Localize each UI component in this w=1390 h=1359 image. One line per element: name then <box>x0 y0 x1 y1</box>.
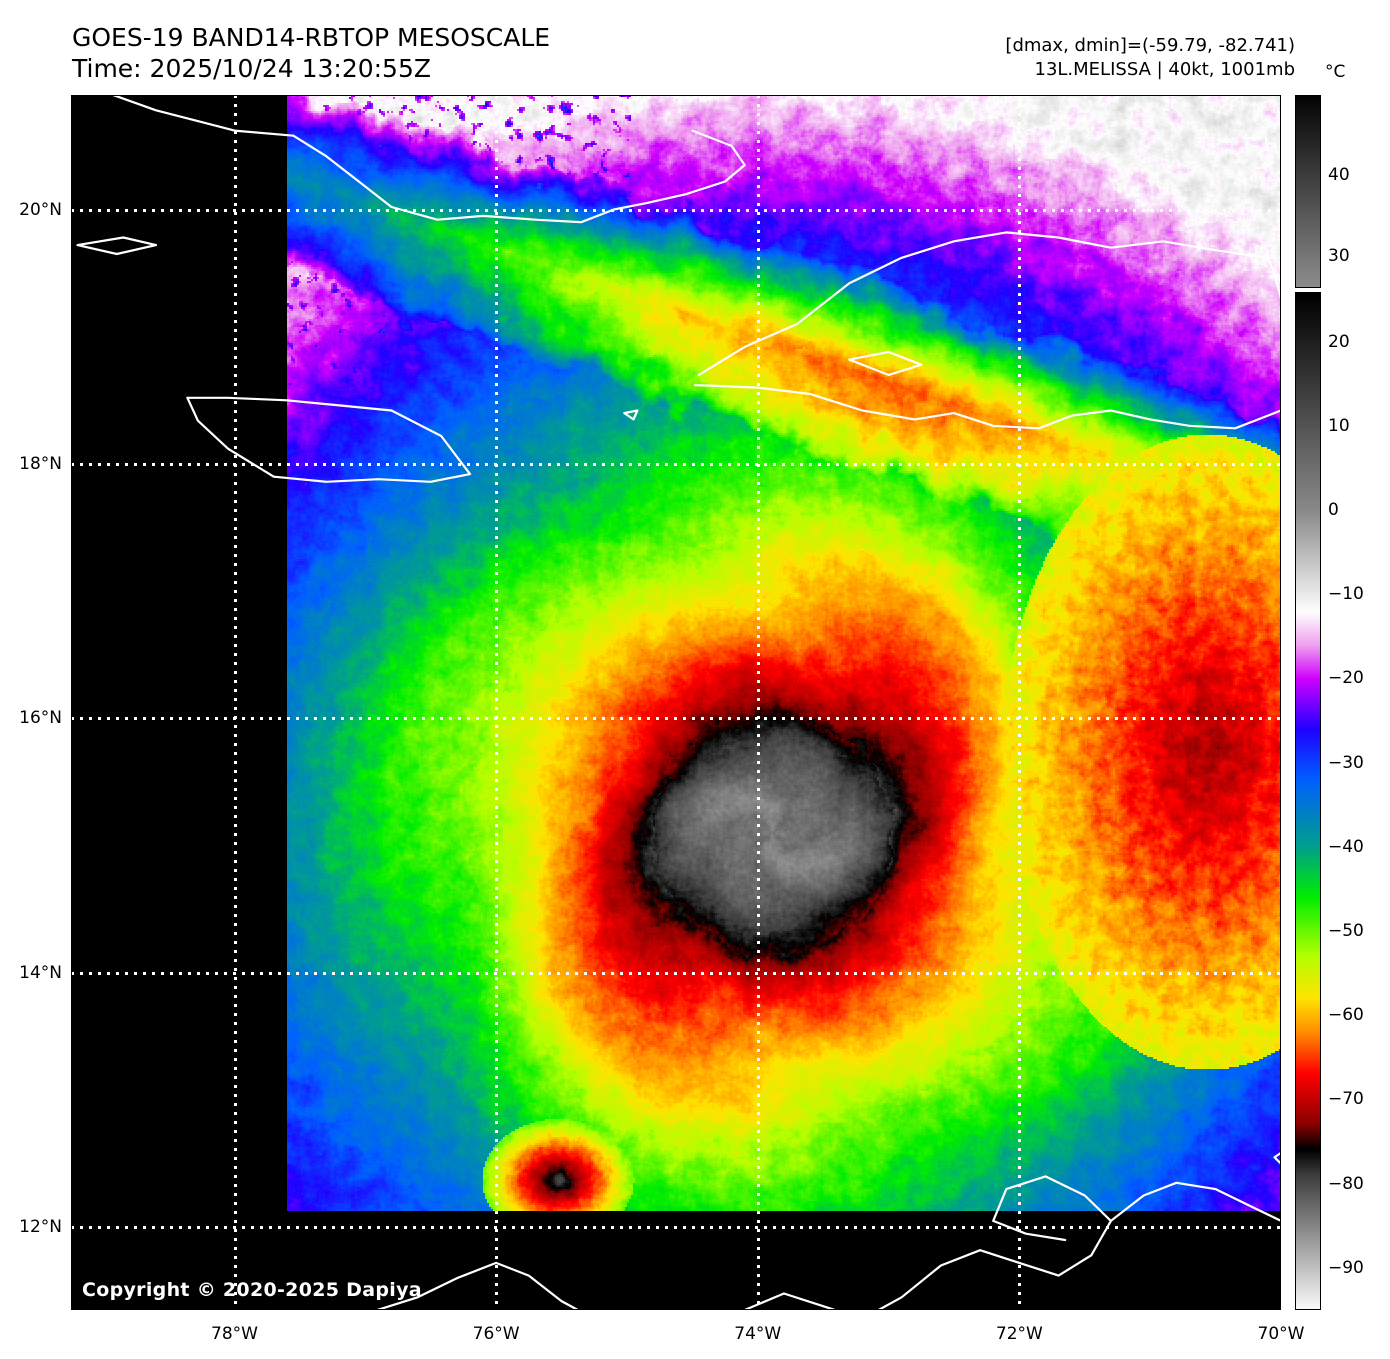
colorbar-main-segment <box>1295 292 1321 1310</box>
colorbar-tick-label: −20 <box>1328 668 1364 689</box>
coastline-path <box>186 396 472 483</box>
coastline-path <box>109 95 746 224</box>
coastline-overlay <box>76 95 1281 1310</box>
colorbar-tick-label: −70 <box>1328 1089 1364 1110</box>
latitude-tick-label: 16°N <box>19 708 62 729</box>
colorbar-upper-segment <box>1295 95 1321 288</box>
metadata-block: [dmax, dmin]=(-59.79, -82.741) 13L.MELIS… <box>1005 34 1295 82</box>
colorbar-tick-label: 10 <box>1328 415 1350 436</box>
longitude-tick-label: 78°W <box>211 1324 258 1344</box>
coastline-path <box>1273 1151 1281 1165</box>
latitude-gridline <box>71 462 1281 466</box>
longitude-tick-label: 74°W <box>734 1324 782 1344</box>
timestamp-label: Time: 2025/10/24 13:20:55Z <box>72 54 431 83</box>
satellite-image-plot <box>71 95 1281 1310</box>
storm-info-label: 13L.MELISSA | 40kt, 1001mb <box>1034 59 1296 80</box>
longitude-tick-label: 72°W <box>995 1324 1043 1344</box>
latitude-gridline <box>71 208 1281 212</box>
longitude-gridline <box>756 95 760 1310</box>
latitude-gridline <box>71 971 1281 975</box>
colorbar-tick-label: −90 <box>1328 1257 1364 1278</box>
colorbar-tick-label: 40 <box>1328 165 1350 186</box>
colorbar-tick-label: −40 <box>1328 836 1364 857</box>
coastline-path <box>623 409 639 421</box>
copyright-label: Copyright © 2020-2025 Dapiya <box>82 1279 422 1301</box>
latitude-tick-label: 12°N <box>19 1217 62 1238</box>
latitude-tick-label: 14°N <box>19 962 62 983</box>
longitude-gridline <box>233 95 237 1310</box>
colorbar-tick-label: −50 <box>1328 921 1364 942</box>
coastline-path <box>373 1175 1112 1310</box>
coastline-path <box>693 384 1281 430</box>
satellite-imagery-canvas <box>215 95 1281 1211</box>
coastline-path <box>697 231 1269 376</box>
colorbar-tick-label: 30 <box>1328 245 1350 266</box>
latitude-gridline <box>71 717 1281 721</box>
latitude-tick-label: 18°N <box>19 453 62 474</box>
colorbar-tick-label: 20 <box>1328 331 1350 352</box>
data-range-label: [dmax, dmin]=(-59.79, -82.741) <box>1005 35 1295 56</box>
latitude-gridline <box>71 1226 1281 1230</box>
longitude-tick-label: 76°W <box>472 1324 520 1344</box>
colorbar-tick-label: 0 <box>1328 500 1339 521</box>
longitude-gridline <box>1018 95 1022 1310</box>
title-block: GOES-19 BAND14-RBTOP MESOSCALE Time: 202… <box>72 22 550 84</box>
coastline-path <box>76 236 158 256</box>
longitude-gridline <box>495 95 499 1310</box>
colorbar-tick-label: −10 <box>1328 584 1364 605</box>
latitude-tick-label: 20°N <box>19 199 62 220</box>
colorbar-tick-label: −80 <box>1328 1173 1364 1194</box>
colorbar-unit-label: °C <box>1325 62 1346 82</box>
coastline-path <box>1109 1181 1281 1222</box>
longitude-tick-label: 70°W <box>1257 1324 1305 1344</box>
coastline-path <box>1266 256 1281 412</box>
longitude-gridline <box>1280 95 1281 1310</box>
colorbar-tick-label: −30 <box>1328 752 1364 773</box>
coastline-path <box>848 350 923 376</box>
page-title: GOES-19 BAND14-RBTOP MESOSCALE <box>72 23 551 52</box>
satellite-data-sector <box>215 95 1281 1211</box>
colorbar-tick-label: −60 <box>1328 1005 1364 1026</box>
